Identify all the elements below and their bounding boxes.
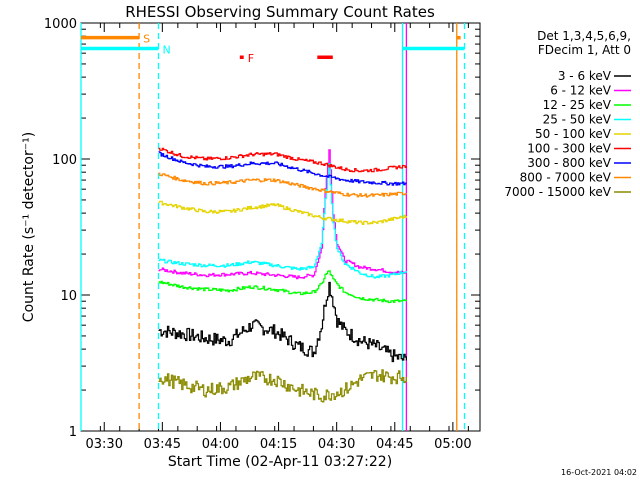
- legend-entry-label: 6 - 12 keV: [550, 84, 612, 98]
- y-tick-label: 100: [52, 153, 77, 168]
- series-line: [158, 281, 407, 363]
- series-line: [158, 149, 407, 280]
- vertical-markers: [80, 23, 466, 431]
- series-lines: [158, 147, 407, 403]
- series-line: [158, 151, 407, 186]
- legend-entry-label: 100 - 300 keV: [527, 142, 611, 156]
- series-line: [158, 172, 407, 198]
- y-tick-label: 1000: [44, 17, 77, 32]
- legend-header-line-2: FDecim 1, Att 0: [538, 43, 631, 57]
- x-axis-ticks: 03:30 03:45 04:00 04:15 04:30 04:45 05:00: [80, 23, 472, 452]
- legend-entry-label: 3 - 6 keV: [558, 69, 612, 83]
- plot-frame: [80, 22, 481, 432]
- y-tick-label: 1: [69, 425, 77, 440]
- y-axis-label: Count Rate (s⁻¹ detector⁻¹): [21, 132, 37, 322]
- x-tick-label: 05:00: [434, 437, 471, 452]
- plot-area: 1 10 100 1000 03:30 03:45 04:00 04:15 04:30 04:4…: [44, 17, 481, 452]
- y-tick-label: 10: [60, 289, 77, 304]
- series-line: [158, 163, 407, 279]
- series-line: [158, 369, 407, 403]
- legend: Det 1,3,4,5,6,9, FDecim 1, Att 0 3 - 6 k…: [504, 29, 631, 199]
- x-tick-label: 04:15: [260, 437, 297, 452]
- status-bar-label: F: [248, 52, 254, 65]
- x-tick-label: 04:30: [318, 437, 355, 452]
- footer-date: 16-Oct-2021 04:02: [561, 468, 637, 477]
- status-bar-label: S: [143, 33, 150, 46]
- legend-entry-label: 25 - 50 keV: [543, 113, 612, 127]
- legend-entry-label: 12 - 25 keV: [543, 98, 612, 112]
- legend-header-line-1: Det 1,3,4,5,6,9,: [537, 29, 631, 43]
- y-axis-ticks: 1 10 100 1000: [44, 17, 480, 440]
- legend-entry-label: 800 - 7000 keV: [520, 171, 612, 185]
- x-tick-label: 03:45: [144, 437, 181, 452]
- x-axis-label: Start Time (02-Apr-11 03:27:22): [168, 454, 392, 470]
- series-line: [158, 200, 407, 225]
- legend-entry-label: 7000 - 15000 keV: [504, 185, 611, 199]
- series-line: [158, 270, 407, 304]
- legend-entry-label: 300 - 800 keV: [527, 156, 611, 170]
- legend-entry-label: 50 - 100 keV: [535, 127, 612, 141]
- x-tick-label: 04:00: [202, 437, 239, 452]
- status-bars: SN F: [81, 33, 465, 65]
- series-line: [158, 147, 407, 173]
- x-tick-label: 04:45: [376, 437, 413, 452]
- status-bar-label: N: [162, 43, 170, 56]
- chart-title: RHESSI Observing Summary Count Rates: [125, 3, 435, 21]
- x-tick-label: 03:30: [86, 437, 123, 452]
